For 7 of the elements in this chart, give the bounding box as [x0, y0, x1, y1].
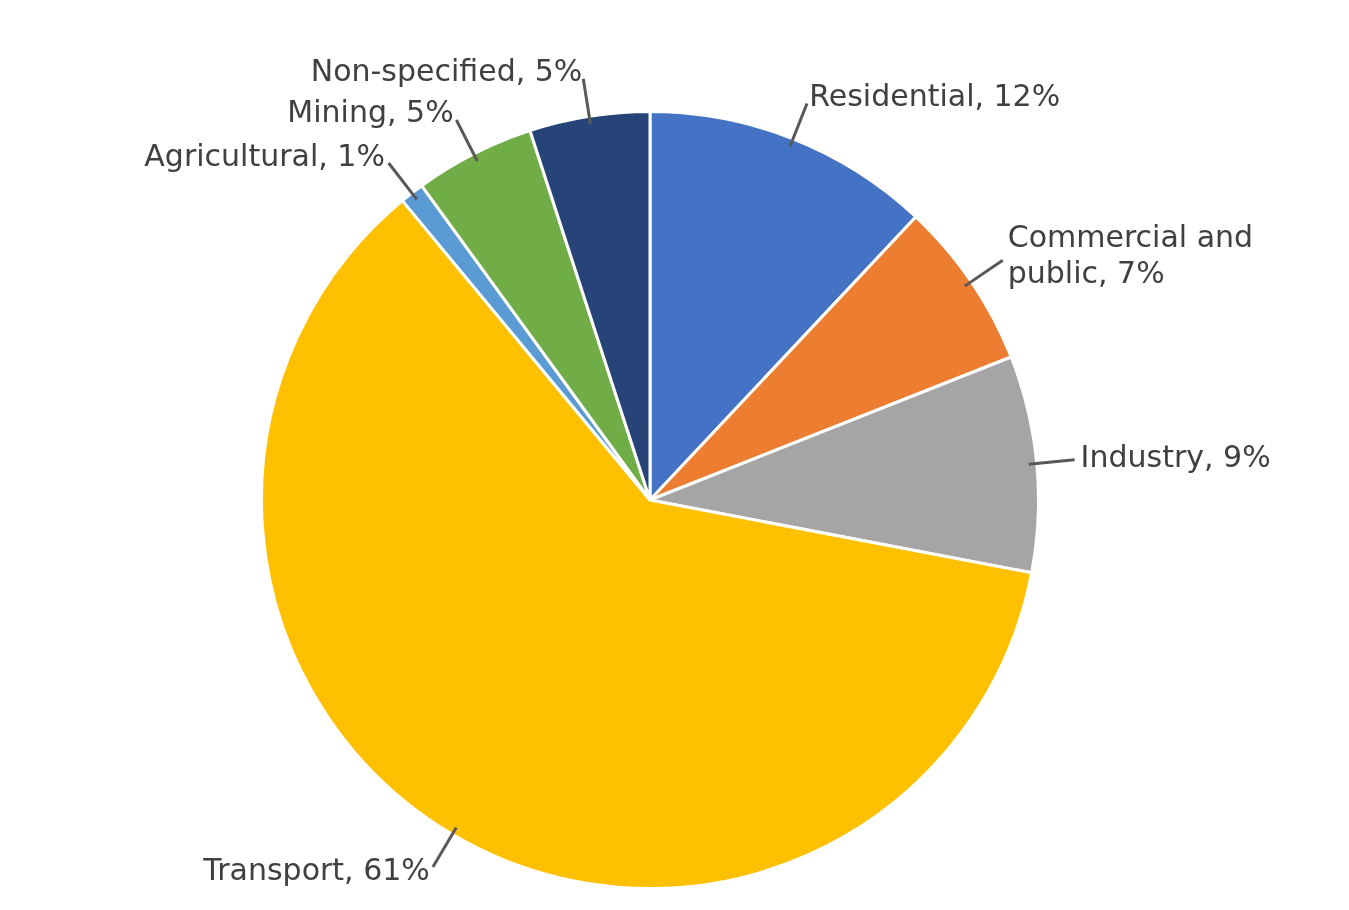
slice-label: Transport, 61% [202, 852, 430, 888]
slice-label: Non-specified, 5% [310, 52, 583, 88]
slice-label: Commercial and public, 7% [1007, 218, 1254, 290]
slice-label: Agricultural, 1% [144, 138, 385, 174]
slice-label: Industry, 9% [1080, 439, 1271, 475]
slice-label: Mining, 5% [287, 94, 454, 130]
slice-label: Residential, 12% [809, 77, 1061, 113]
